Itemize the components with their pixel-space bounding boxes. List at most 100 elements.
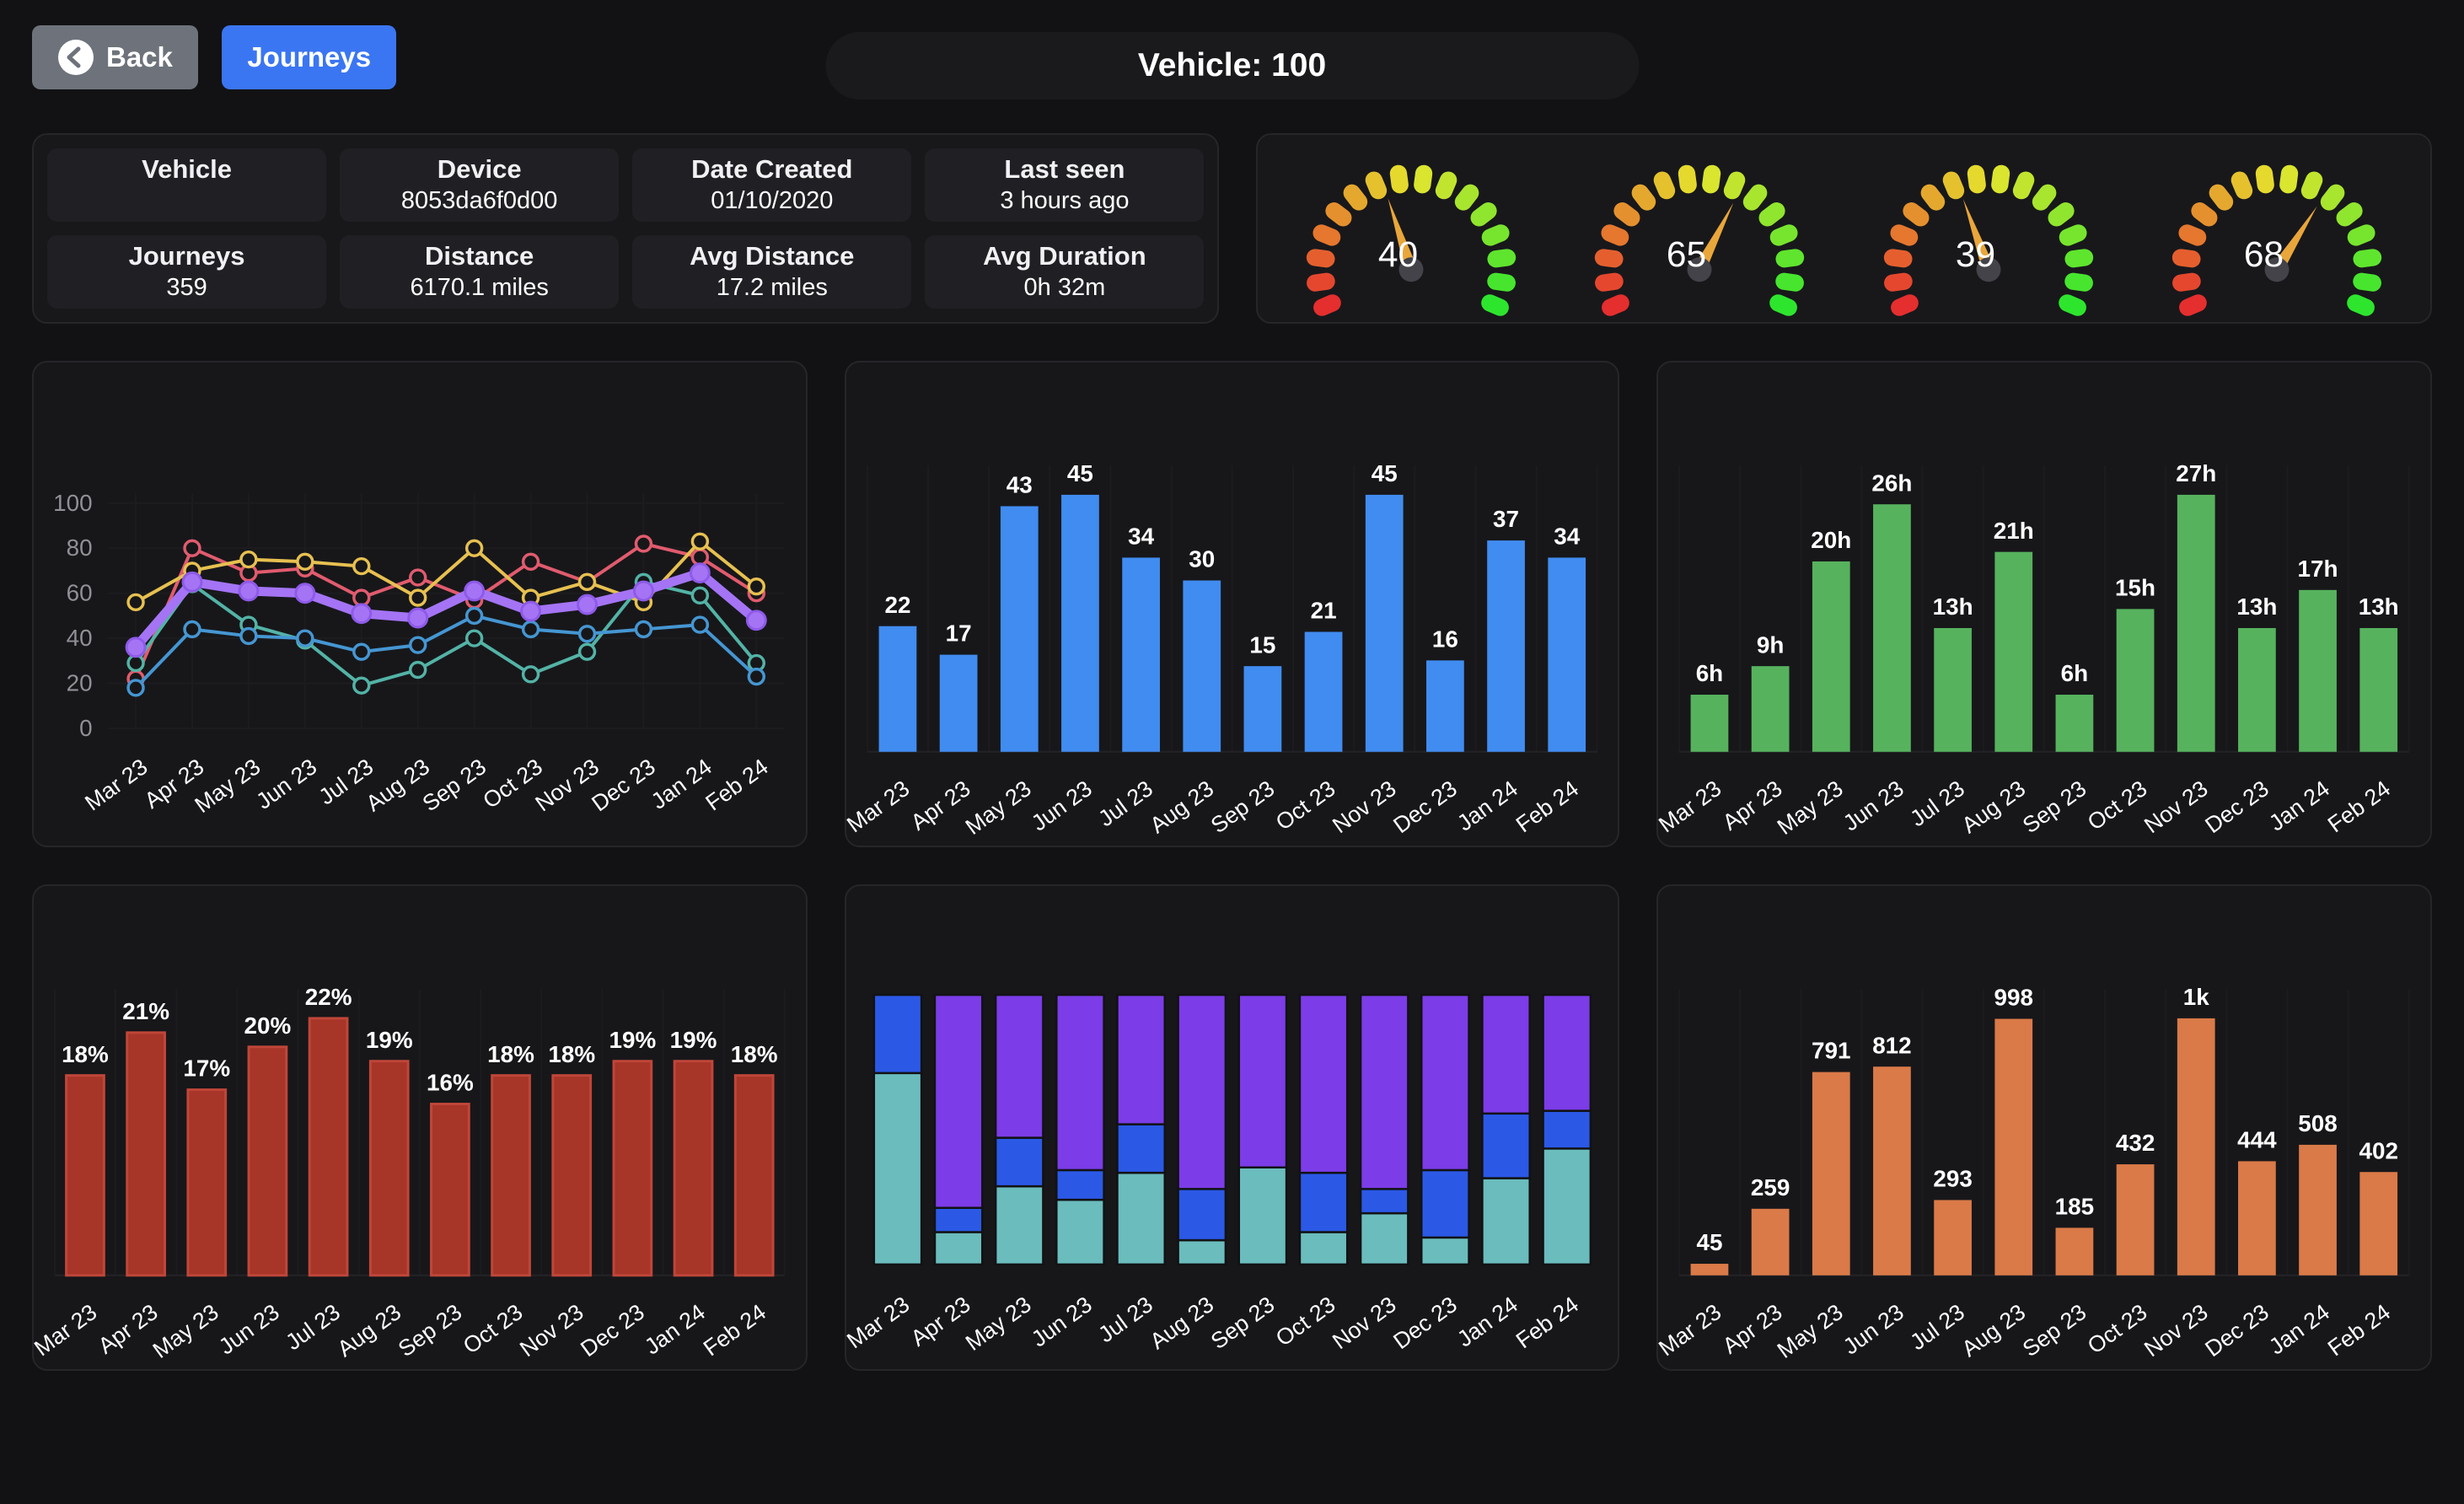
svg-text:432: 432 [2116,1130,2155,1156]
svg-text:May 23: May 23 [960,1292,1035,1356]
svg-text:1k: 1k [2183,984,2210,1010]
monthly-trend-line-chart-card: 0 20 40 60 80 100 Mar 23 Apr 23 May 23 Jun 23 Jul … [32,361,808,847]
svg-text:18%: 18% [548,1041,595,1067]
info-card-device: Device 8053da6f0d00 [340,148,620,222]
info-label: Device [437,154,522,184]
svg-text:Dec 23: Dec 23 [2201,776,2274,838]
svg-text:19%: 19% [670,1027,717,1053]
svg-text:Sep 23: Sep 23 [394,1299,467,1362]
svg-text:Jan 24: Jan 24 [1452,776,1522,836]
hours-per-month-chart-card: 6h 9h 20h 26h 13h 21h 6h 15h 27h 13h 17h 13h Mar 23 A… [1656,361,2432,847]
svg-text:Apr 23: Apr 23 [94,1299,163,1359]
svg-text:791: 791 [1812,1038,1850,1064]
svg-text:Nov 23: Nov 23 [1328,1292,1401,1354]
gauge-meter-1: 40 [1306,164,1517,316]
svg-text:Sep 23: Sep 23 [1206,776,1280,838]
svg-text:444: 444 [2237,1127,2277,1153]
composition-stacked-chart-card: Mar 23 Apr 23 May 23 Jun 23 Jul 23 Aug 23 Sep … [844,884,1620,1371]
svg-text:812: 812 [1873,1032,1912,1058]
svg-text:Mar 23: Mar 23 [1658,1299,1726,1361]
monthly-total-bar-chart: 45 259 791 812 293 998 185 432 1k 444 508 402 Mar 23… [1658,984,2411,1363]
info-card-date-created: Date Created 01/10/2020 [632,148,912,222]
svg-text:68: 68 [2244,235,2284,275]
info-label: Distance [425,241,534,271]
info-card-last-seen: Last seen 3 hours ago [925,148,1205,222]
svg-text:0: 0 [79,715,93,741]
svg-text:Feb 24: Feb 24 [1511,1292,1583,1353]
svg-text:21h: 21h [1994,518,2034,544]
svg-text:Dec 23: Dec 23 [576,1299,649,1362]
svg-text:Dec 23: Dec 23 [1388,1292,1462,1354]
svg-text:27h: 27h [2177,460,2217,486]
svg-text:Dec 23: Dec 23 [587,754,660,816]
svg-text:Jan 24: Jan 24 [1452,1292,1522,1352]
page-title: Vehicle: 100 [1137,47,1327,83]
svg-text:80: 80 [67,534,93,561]
back-arrow-icon [58,40,94,75]
svg-text:Oct 23: Oct 23 [1271,776,1340,835]
svg-text:20h: 20h [1812,527,1852,553]
gauge-meter-2: 65 [1595,164,1805,316]
back-button[interactable]: Back [32,25,198,89]
svg-text:Sep 23: Sep 23 [2018,1299,2091,1362]
top-bar: Back Journeys Vehicle: 100 [32,25,2432,99]
svg-text:Oct 23: Oct 23 [459,1299,528,1359]
info-value: 0h 32m [1023,274,1106,301]
info-card-journeys: Journeys 359 [47,235,327,309]
percent-per-month-bar-chart: 18% 21% 17% 20% 22% 19% 16% 18% 18% 19% 19% 18% Mar … [34,984,786,1363]
svg-text:185: 185 [2055,1194,2094,1220]
svg-text:17h: 17h [2298,556,2338,582]
info-value: 01/10/2020 [711,187,834,214]
svg-text:Jul 23: Jul 23 [1093,1292,1157,1347]
svg-text:Dec 23: Dec 23 [2201,1299,2274,1362]
svg-text:19%: 19% [609,1027,656,1053]
svg-text:Sep 23: Sep 23 [2018,776,2091,838]
svg-text:45: 45 [1067,460,1093,486]
vehicle-dashboard: { "header": { "back_label": "Back", "jou… [0,25,2464,1504]
vehicle-info-panel: Vehicle Device 8053da6f0d00 Date Created… [32,133,1220,324]
info-label: Last seen [1004,154,1125,184]
svg-text:Aug 23: Aug 23 [362,754,435,816]
svg-text:May 23: May 23 [148,1299,223,1363]
journeys-button[interactable]: Journeys [222,25,397,89]
svg-text:15h: 15h [2115,575,2155,601]
svg-text:65: 65 [1667,235,1706,275]
svg-text:Feb 24: Feb 24 [701,754,772,815]
svg-text:Mar 23: Mar 23 [846,776,914,837]
info-card-vehicle: Vehicle [47,148,327,222]
svg-text:Jun 23: Jun 23 [1839,1299,1908,1360]
svg-text:Jul 23: Jul 23 [1906,776,1970,831]
svg-text:Mar 23: Mar 23 [80,754,152,815]
svg-text:43: 43 [1006,472,1032,498]
info-label: Avg Distance [690,241,855,271]
svg-text:40: 40 [1378,235,1418,275]
svg-text:Jul 23: Jul 23 [1093,776,1157,831]
svg-text:22: 22 [884,592,910,618]
svg-text:30: 30 [1189,546,1215,572]
gauge-meter-4: 68 [2172,164,2382,316]
journeys-button-label: Journeys [247,41,372,73]
svg-text:Feb 24: Feb 24 [1511,776,1583,837]
svg-text:18%: 18% [62,1041,109,1067]
svg-text:Oct 23: Oct 23 [2083,1299,2152,1359]
svg-text:Apr 23: Apr 23 [1718,1299,1787,1359]
svg-text:Nov 23: Nov 23 [530,754,604,816]
svg-text:9h: 9h [1757,631,1785,658]
svg-text:Jul 23: Jul 23 [1906,1299,1970,1355]
svg-text:17: 17 [945,620,971,647]
svg-text:Jul 23: Jul 23 [281,1299,345,1355]
svg-text:45: 45 [1371,460,1397,486]
info-card-avg-distance: Avg Distance 17.2 miles [632,235,912,309]
svg-text:Feb 24: Feb 24 [2323,776,2395,837]
svg-text:Aug 23: Aug 23 [1957,1299,2031,1362]
svg-text:Dec 23: Dec 23 [1388,776,1462,838]
svg-text:13h: 13h [2237,594,2278,620]
info-label: Vehicle [142,154,232,184]
svg-text:May 23: May 23 [1773,776,1848,840]
svg-text:6h: 6h [1696,660,1724,686]
svg-text:Sep 23: Sep 23 [418,754,491,816]
svg-text:Feb 24: Feb 24 [699,1299,770,1361]
svg-text:508: 508 [2299,1110,2338,1136]
info-value: 8053da6f0d00 [400,187,558,214]
